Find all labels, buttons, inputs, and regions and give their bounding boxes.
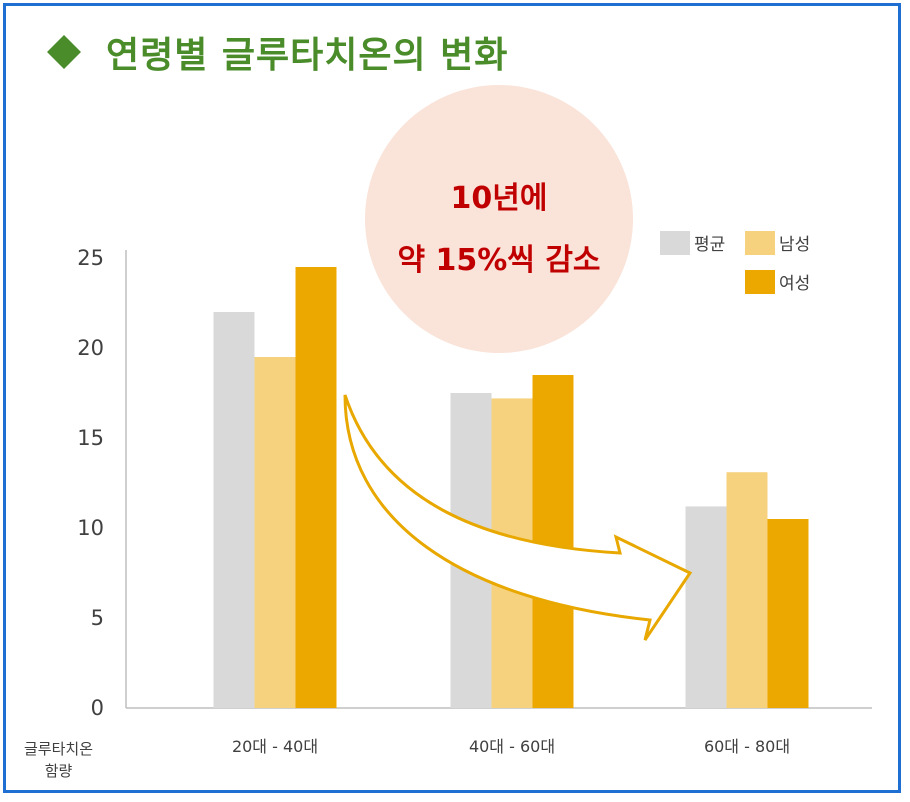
callout-line-1: 10년에 xyxy=(450,181,548,216)
legend-swatch-average xyxy=(660,230,690,255)
legend-swatch-female xyxy=(745,269,775,294)
y-tick-label: 0 xyxy=(91,696,104,720)
decline-arrow-icon xyxy=(343,394,693,641)
x-tick-label: 60대 - 80대 xyxy=(704,737,790,756)
x-tick-label: 40대 - 60대 xyxy=(469,737,555,756)
bar-male xyxy=(254,357,296,708)
bar-average xyxy=(213,312,255,708)
x-axis-title: 글루타치온 함량 xyxy=(24,738,93,782)
legend-item-female: 여성 xyxy=(745,269,810,294)
legend-label-female: 여성 xyxy=(779,274,811,294)
y-tick-label: 5 xyxy=(91,606,104,630)
y-tick-label: 20 xyxy=(77,336,104,360)
y-tick-label: 10 xyxy=(77,516,104,540)
bar-female xyxy=(295,267,337,708)
legend-item-average: 평균 xyxy=(660,230,725,255)
y-tick-label: 25 xyxy=(77,246,104,270)
legend-label-average: 평균 xyxy=(694,235,726,255)
bar-average xyxy=(685,506,727,708)
y-tick-label: 15 xyxy=(77,426,104,450)
callout-circle: 10년에 약 15%씩 감소 xyxy=(365,85,633,353)
legend-item-male: 남성 xyxy=(745,230,810,255)
callout-line-2: 약 15%씩 감소 xyxy=(397,243,601,278)
x-axis-title-line-2: 함량 xyxy=(44,762,73,780)
legend-label-male: 남성 xyxy=(779,235,811,255)
x-axis-title-line-1: 글루타치온 xyxy=(24,740,94,758)
bar-female xyxy=(767,519,809,708)
bar-male xyxy=(726,472,768,708)
x-tick-label: 20대 - 40대 xyxy=(232,737,318,756)
legend-swatch-male xyxy=(745,230,775,255)
title-row: 연령별 글루타치온의 변화 xyxy=(47,26,509,78)
bar-female xyxy=(532,375,574,708)
chart-title: 연령별 글루타치온의 변화 xyxy=(106,35,509,76)
